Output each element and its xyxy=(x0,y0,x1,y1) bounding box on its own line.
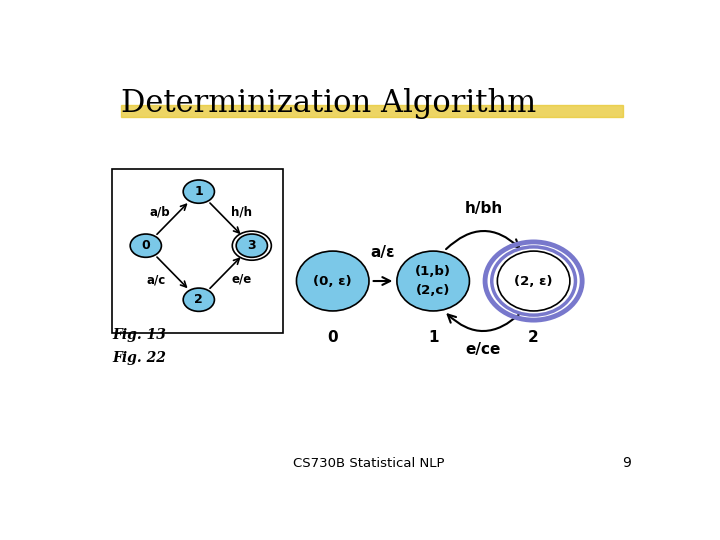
Text: Determinization Algorithm: Determinization Algorithm xyxy=(121,87,536,119)
Text: 0: 0 xyxy=(141,239,150,252)
Circle shape xyxy=(130,234,161,258)
Text: Fig. 22: Fig. 22 xyxy=(112,351,166,365)
FancyArrowPatch shape xyxy=(446,231,519,249)
Ellipse shape xyxy=(498,251,570,311)
Text: 1: 1 xyxy=(194,185,203,198)
Text: Fig. 13: Fig. 13 xyxy=(112,328,166,342)
Text: 9: 9 xyxy=(622,456,631,470)
Bar xyxy=(121,105,623,117)
Ellipse shape xyxy=(397,251,469,311)
Text: (2, ε): (2, ε) xyxy=(514,274,553,287)
Bar xyxy=(112,168,282,333)
Text: 2: 2 xyxy=(194,293,203,306)
Text: e/ce: e/ce xyxy=(466,342,501,357)
Text: a/ε: a/ε xyxy=(371,245,395,260)
Circle shape xyxy=(183,288,215,312)
Text: 2: 2 xyxy=(528,329,539,345)
Text: a/c: a/c xyxy=(146,274,166,287)
Text: h/h: h/h xyxy=(231,206,252,219)
Text: 1: 1 xyxy=(428,329,438,345)
Text: a/b: a/b xyxy=(150,206,171,219)
Ellipse shape xyxy=(297,251,369,311)
Text: 3: 3 xyxy=(248,239,256,252)
Text: (1,b): (1,b) xyxy=(415,265,451,278)
Text: (0, ε): (0, ε) xyxy=(313,274,352,287)
Text: h/bh: h/bh xyxy=(464,201,503,216)
Text: e/e: e/e xyxy=(232,273,252,286)
Text: (2,c): (2,c) xyxy=(416,284,450,296)
Circle shape xyxy=(236,234,267,258)
Text: 0: 0 xyxy=(328,329,338,345)
FancyArrowPatch shape xyxy=(448,313,521,331)
Text: CS730B Statistical NLP: CS730B Statistical NLP xyxy=(293,457,445,470)
Circle shape xyxy=(183,180,215,203)
